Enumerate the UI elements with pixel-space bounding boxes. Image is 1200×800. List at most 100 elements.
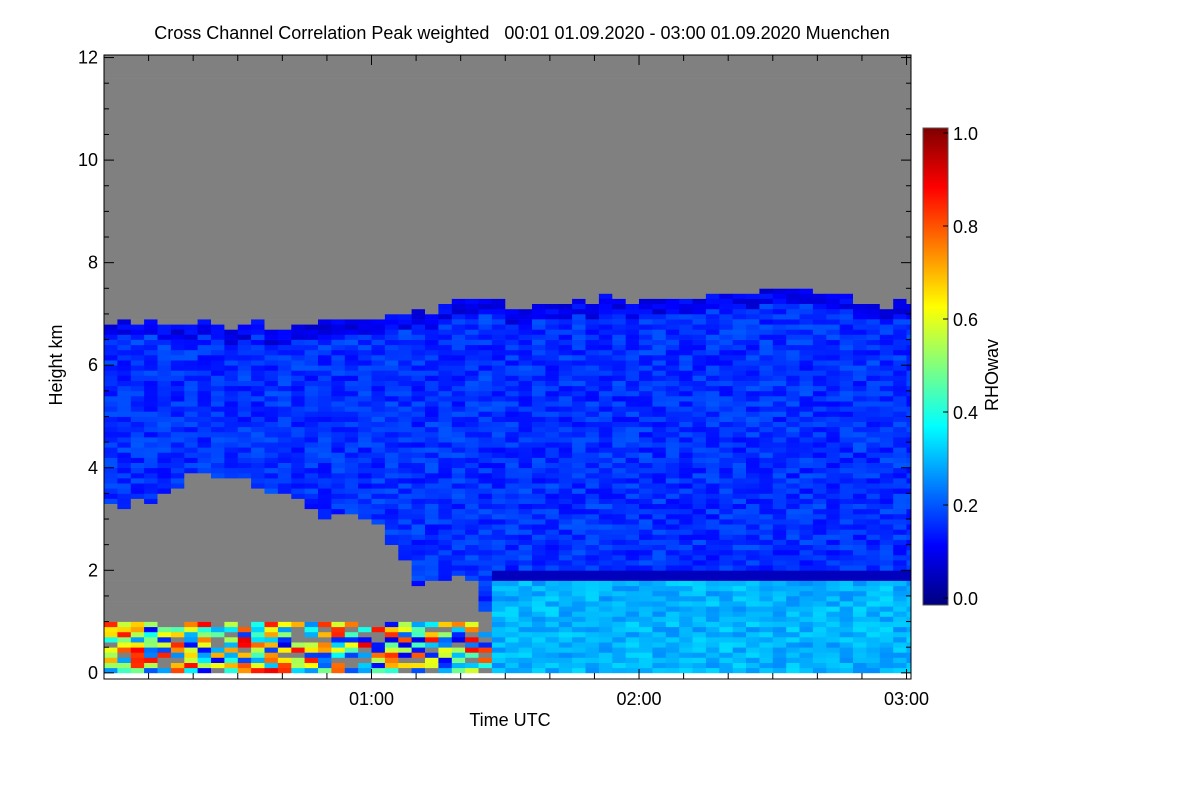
heatmap-cell — [170, 595, 185, 602]
heatmap-cell — [318, 329, 332, 335]
heatmap-cell — [585, 513, 600, 520]
heatmap-cell — [545, 478, 560, 484]
heatmap-cell — [411, 385, 426, 392]
heatmap-cell — [478, 334, 493, 340]
heatmap-cell — [130, 129, 145, 135]
heatmap-cell — [104, 483, 118, 489]
heatmap-cell — [170, 472, 185, 479]
heatmap-cell — [465, 549, 479, 556]
heatmap-cell — [237, 93, 252, 99]
heatmap-cell — [197, 554, 212, 561]
heatmap-cell — [532, 652, 546, 658]
heatmap-cell — [344, 242, 359, 248]
heatmap-cell — [545, 72, 560, 79]
heatmap-cell — [130, 242, 145, 248]
heatmap-cell — [371, 180, 386, 187]
heatmap-cell — [532, 426, 546, 433]
heatmap-cell — [438, 149, 453, 156]
heatmap-cell — [264, 626, 279, 633]
heatmap-cell — [558, 185, 573, 192]
heatmap-cell — [451, 124, 466, 130]
heatmap-cell — [558, 67, 573, 74]
heatmap-cell — [478, 508, 493, 515]
heatmap-cell — [197, 221, 212, 228]
heatmap-cell — [170, 226, 185, 233]
heatmap-cell — [438, 211, 453, 217]
heatmap-cell — [639, 252, 653, 258]
heatmap-cell — [144, 129, 158, 135]
heatmap-cell — [451, 324, 466, 330]
heatmap-cell — [558, 642, 573, 648]
heatmap-cell — [197, 57, 212, 64]
heatmap-cell — [625, 575, 640, 581]
heatmap-cell — [585, 88, 600, 94]
heatmap-cell — [585, 508, 600, 515]
heatmap-cell — [425, 437, 439, 443]
heatmap-cell — [184, 534, 199, 540]
heatmap-cell — [264, 580, 279, 587]
heatmap-cell — [625, 231, 640, 238]
heatmap-cell — [451, 570, 466, 576]
heatmap-cell — [425, 247, 439, 253]
heatmap-cell — [277, 539, 292, 545]
heatmap-cell — [398, 237, 413, 243]
heatmap-cell — [318, 72, 332, 79]
heatmap-cell — [438, 360, 453, 366]
heatmap-cell — [558, 349, 573, 356]
heatmap-cell — [264, 308, 279, 315]
heatmap-cell — [224, 262, 239, 269]
heatmap-cell — [398, 196, 413, 202]
heatmap-cell — [237, 375, 252, 381]
heatmap-cell — [104, 493, 118, 499]
heatmap-cell — [318, 662, 332, 669]
heatmap-cell — [398, 508, 413, 515]
heatmap-cell — [184, 631, 199, 638]
heatmap-cell — [639, 601, 653, 607]
heatmap-cell — [237, 539, 252, 545]
heatmap-cell — [277, 242, 292, 248]
heatmap-cell — [331, 662, 346, 669]
heatmap-cell — [251, 467, 265, 474]
heatmap-cell — [304, 437, 319, 443]
heatmap-cell — [237, 498, 252, 504]
heatmap-cell — [104, 262, 118, 269]
heatmap-cell — [304, 483, 319, 489]
heatmap-cell — [425, 114, 439, 120]
heatmap-cell — [558, 462, 573, 469]
heatmap-cell — [451, 206, 466, 212]
heatmap-cell — [425, 626, 439, 633]
heatmap-cell — [144, 585, 158, 592]
heatmap-cell — [184, 503, 199, 510]
heatmap-cell — [425, 231, 439, 238]
heatmap-cell — [532, 242, 546, 248]
heatmap-cell — [558, 124, 573, 130]
heatmap-cell — [104, 637, 118, 643]
heatmap-cell — [371, 319, 386, 325]
heatmap-cell — [318, 375, 332, 381]
heatmap-cell — [491, 211, 506, 217]
heatmap-cell — [572, 57, 586, 64]
heatmap-cell — [130, 575, 145, 581]
heatmap-cell — [572, 667, 586, 674]
heatmap-cell — [264, 370, 279, 376]
heatmap-cell — [465, 124, 479, 130]
heatmap-cell — [277, 662, 292, 669]
heatmap-cell — [558, 108, 573, 115]
heatmap-cell — [251, 365, 265, 371]
heatmap-cell — [251, 457, 265, 463]
heatmap-cell — [518, 257, 533, 263]
heatmap-cell — [304, 626, 319, 633]
heatmap-cell — [612, 196, 627, 202]
heatmap-cell — [558, 62, 573, 69]
heatmap-cell — [598, 631, 613, 638]
heatmap-cell — [130, 298, 145, 304]
heatmap-cell — [197, 108, 212, 115]
heatmap-cell — [304, 216, 319, 222]
heatmap-cell — [371, 88, 386, 94]
heatmap-cell — [318, 637, 332, 643]
heatmap-cell — [558, 324, 573, 330]
heatmap-cell — [625, 288, 640, 294]
heatmap-cell — [304, 278, 319, 284]
heatmap-cell — [291, 544, 306, 551]
heatmap-cell — [197, 349, 212, 356]
